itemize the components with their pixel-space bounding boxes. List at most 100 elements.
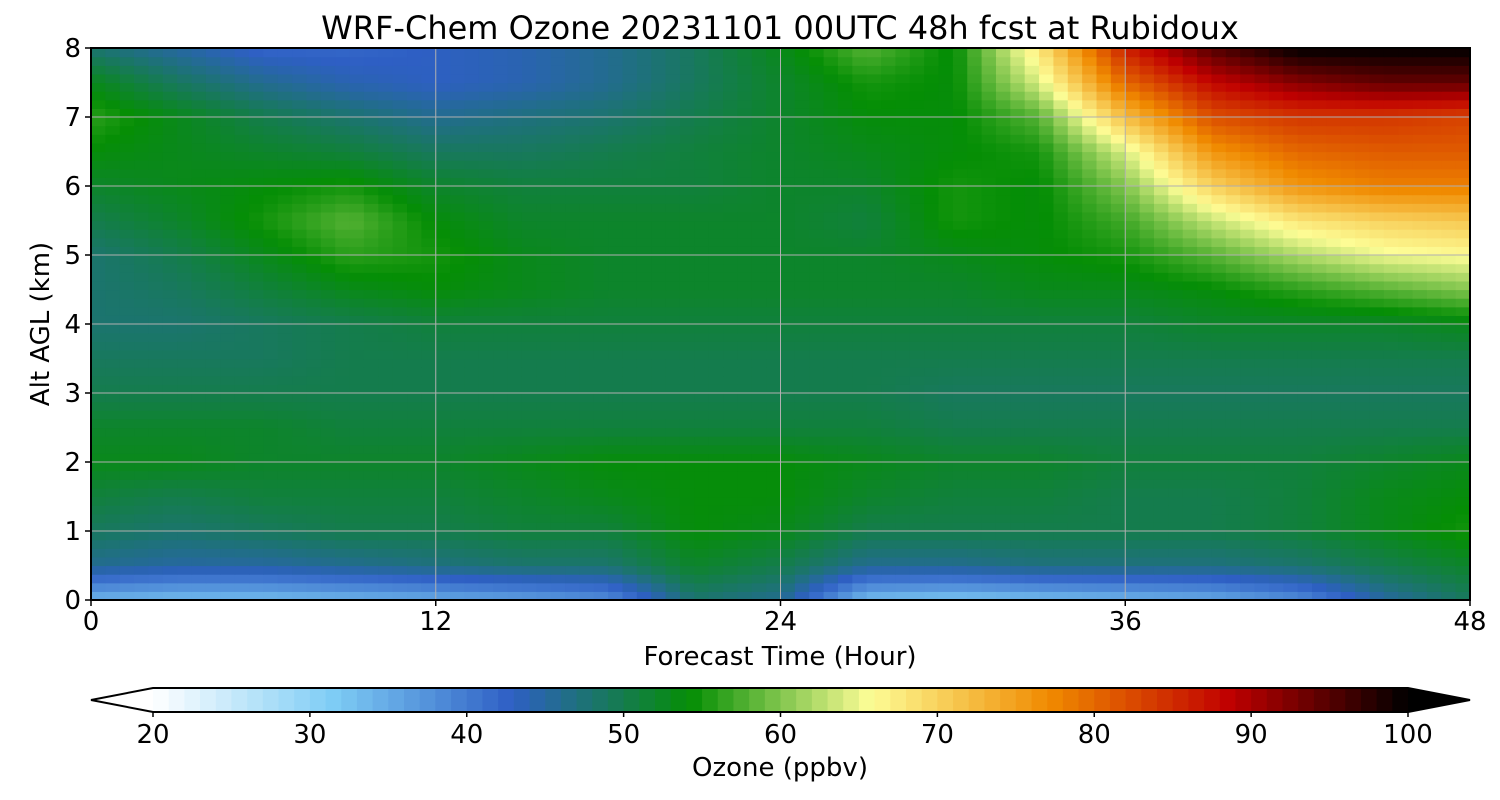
contour-cell bbox=[1340, 574, 1356, 584]
contour-cell bbox=[205, 410, 221, 420]
contour-cell bbox=[1182, 194, 1198, 204]
contour-cell bbox=[924, 418, 940, 429]
contour-cell bbox=[1441, 375, 1457, 385]
contour-cell bbox=[651, 315, 667, 325]
contour-cell bbox=[292, 349, 308, 360]
contour-cell bbox=[837, 220, 853, 230]
contour-cell bbox=[1369, 263, 1385, 273]
contour-cell bbox=[952, 548, 968, 558]
contour-cell bbox=[1096, 220, 1112, 230]
contour-cell bbox=[809, 375, 825, 385]
contour-cell bbox=[435, 487, 451, 498]
contour-cell bbox=[1311, 177, 1327, 187]
contour-cell bbox=[1398, 513, 1414, 523]
contour-cell bbox=[1053, 496, 1069, 506]
contour-cell bbox=[794, 237, 810, 247]
contour-cell bbox=[1082, 453, 1098, 463]
contour-cell bbox=[1125, 211, 1141, 222]
contour-cell bbox=[91, 427, 106, 437]
contour-cell bbox=[723, 496, 738, 506]
contour-cell bbox=[1153, 203, 1169, 213]
contour-cell bbox=[895, 418, 911, 429]
contour-cell bbox=[1340, 453, 1356, 463]
contour-cell bbox=[1039, 393, 1055, 403]
contour-cell bbox=[809, 453, 825, 463]
contour-cell bbox=[234, 358, 250, 368]
contour-cell bbox=[1326, 324, 1342, 334]
contour-cell bbox=[1297, 479, 1313, 489]
contour-cell bbox=[134, 237, 150, 247]
contour-cell bbox=[292, 177, 308, 187]
contour-cell bbox=[349, 479, 365, 489]
contour-cell bbox=[938, 393, 954, 403]
contour-cell bbox=[1268, 341, 1284, 351]
contour-cell bbox=[507, 393, 523, 403]
contour-cell bbox=[450, 280, 466, 291]
contour-cell bbox=[550, 160, 566, 170]
contour-cell bbox=[435, 582, 451, 592]
contour-cell bbox=[565, 505, 580, 515]
contour-cell bbox=[608, 410, 624, 420]
contour-cell bbox=[751, 462, 767, 472]
contour-cell bbox=[837, 565, 853, 575]
contour-cell bbox=[1096, 263, 1112, 273]
contour-cell bbox=[249, 237, 264, 247]
contour-cell bbox=[1082, 315, 1098, 325]
contour-cell bbox=[277, 522, 293, 532]
contour-cell bbox=[651, 151, 667, 161]
contour-cell bbox=[723, 462, 738, 472]
contour-cell bbox=[1211, 289, 1227, 299]
contour-cell bbox=[421, 410, 437, 420]
contour-cell bbox=[1010, 246, 1026, 256]
contour-cell bbox=[435, 177, 451, 187]
contour-cell bbox=[134, 255, 150, 265]
contour-cell bbox=[995, 186, 1011, 196]
contour-cell bbox=[1412, 479, 1428, 489]
contour-cell bbox=[1326, 168, 1342, 178]
contour-cell bbox=[134, 349, 150, 360]
contour-cell bbox=[751, 565, 767, 575]
contour-cell bbox=[249, 220, 264, 230]
contour-cell bbox=[177, 272, 193, 282]
contour-cell bbox=[1125, 289, 1141, 299]
contour-cell bbox=[1268, 556, 1284, 567]
contour-cell bbox=[134, 384, 150, 394]
contour-cell bbox=[1182, 341, 1198, 351]
contour-cell bbox=[205, 315, 221, 325]
contour-cell bbox=[651, 401, 667, 411]
contour-cell bbox=[507, 505, 523, 515]
contour-cell bbox=[134, 367, 150, 377]
contour-cell bbox=[895, 246, 911, 256]
contour-cell bbox=[708, 246, 724, 256]
contour-cell bbox=[1254, 496, 1270, 506]
contour-cell bbox=[1110, 246, 1126, 256]
contour-cell bbox=[737, 505, 753, 515]
contour-cell bbox=[1182, 487, 1198, 498]
contour-cell bbox=[1355, 358, 1371, 368]
contour-cell bbox=[105, 324, 121, 334]
contour-cell bbox=[277, 479, 293, 489]
contour-cell bbox=[1254, 151, 1270, 161]
contour-cell bbox=[852, 375, 868, 385]
contour-cell bbox=[493, 229, 509, 239]
contour-cell bbox=[665, 151, 681, 161]
contour-cell bbox=[1340, 513, 1356, 523]
contour-cell bbox=[1369, 186, 1385, 196]
contour-cell bbox=[1412, 556, 1428, 567]
contour-cell bbox=[1426, 453, 1442, 463]
contour-cell bbox=[507, 168, 523, 178]
contour-cell bbox=[1383, 470, 1399, 480]
contour-cell bbox=[593, 462, 609, 472]
contour-cell bbox=[306, 505, 322, 515]
contour-cell bbox=[550, 487, 566, 498]
contour-cell bbox=[1225, 505, 1241, 515]
contour-cell bbox=[995, 324, 1011, 334]
contour-cell bbox=[521, 280, 537, 291]
contour-cell bbox=[1426, 237, 1442, 247]
contour-cell bbox=[464, 306, 480, 316]
contour-cell bbox=[766, 548, 782, 558]
contour-cell bbox=[694, 522, 710, 532]
contour-cell bbox=[823, 470, 839, 480]
contour-cell bbox=[263, 341, 279, 351]
contour-cell bbox=[665, 384, 681, 394]
